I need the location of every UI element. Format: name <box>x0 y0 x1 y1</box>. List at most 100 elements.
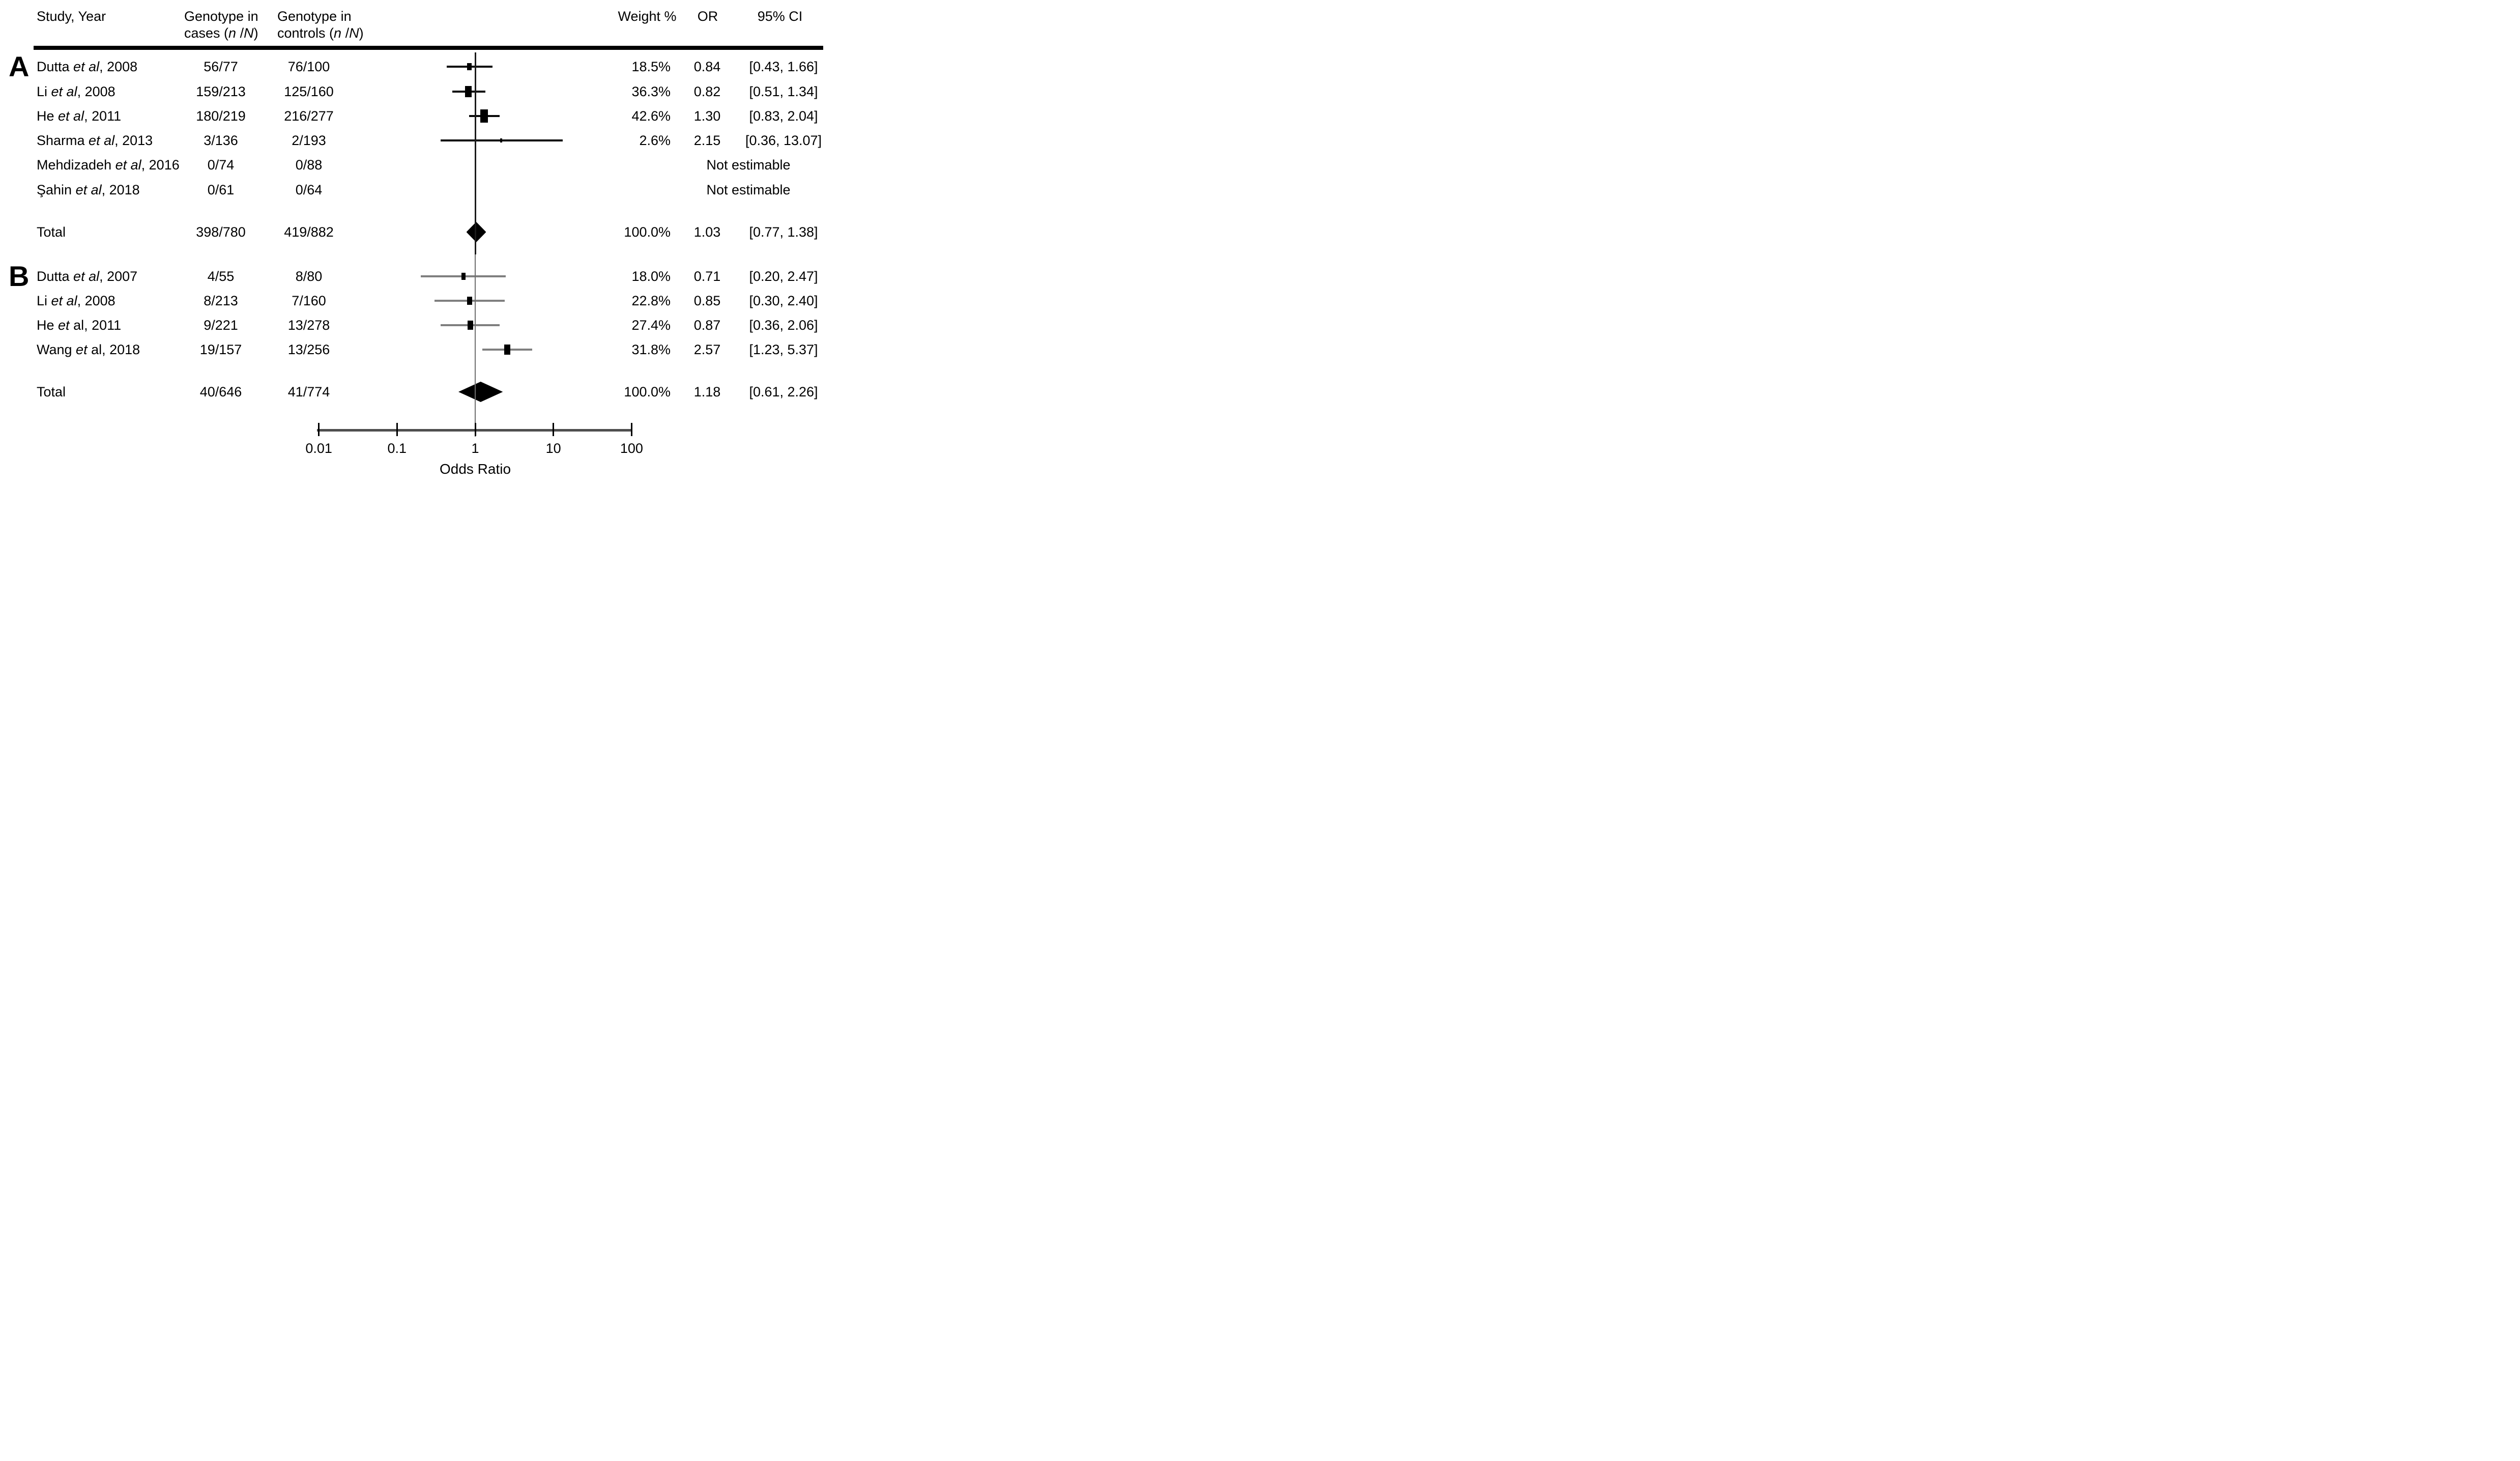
cases-value: 19/157 <box>199 342 242 357</box>
cases-value: 8/213 <box>204 293 238 308</box>
cases-value: 180/219 <box>196 108 246 124</box>
controls-value: 216/277 <box>284 108 334 124</box>
column-header-genotype-controls-line1: Genotype in <box>277 8 364 25</box>
point-estimate-marker <box>480 109 488 123</box>
text-run: et al <box>89 133 115 148</box>
weight-value: 31.8% <box>631 342 671 357</box>
text-run: , 2016 <box>141 157 180 173</box>
cases-value: 159/213 <box>196 84 246 99</box>
cases-value: 0/74 <box>207 157 235 173</box>
weight-value: 18.0% <box>631 269 671 284</box>
text-run: n <box>334 25 342 41</box>
axis-tick <box>553 423 555 436</box>
axis-tick-label: 0.01 <box>305 441 332 456</box>
summary-diamond <box>466 222 486 242</box>
ci-value: [0.20, 2.47] <box>749 269 818 284</box>
column-header-genotype-cases: Genotype in cases (n /N) <box>184 8 258 42</box>
text-run: et al <box>58 108 84 124</box>
controls-value: 76/100 <box>287 59 330 74</box>
column-header-genotype-cases-line1: Genotype in <box>184 8 258 25</box>
ci-value: [0.51, 1.34] <box>749 84 818 99</box>
cases-value: 4/55 <box>207 269 235 284</box>
study-label: He et al, 2011 <box>37 317 121 333</box>
forest-plot-figure: Study, Year Genotype in cases (n /N) Gen… <box>0 0 840 487</box>
controls-value: 7/160 <box>292 293 326 308</box>
axis-tick <box>474 423 476 436</box>
study-label: Dutta et al, 2007 <box>37 268 137 284</box>
axis-tick-label: 100 <box>620 441 643 456</box>
text-run: Dutta <box>37 59 74 74</box>
text-run: et al <box>75 182 102 197</box>
ci-value: [0.61, 2.26] <box>749 384 818 399</box>
text-run: et al <box>73 269 100 284</box>
ci-value: [0.36, 2.06] <box>749 318 818 333</box>
text-run: He <box>37 108 59 124</box>
ci-value: [0.83, 2.04] <box>749 108 818 124</box>
point-estimate-marker <box>504 344 511 355</box>
text-run: Genotype in <box>277 9 352 24</box>
column-header-study: Study, Year <box>37 9 106 24</box>
summary-diamond <box>458 382 503 402</box>
text-run: Sharma <box>37 133 89 148</box>
text-run: ) <box>253 25 258 41</box>
study-label: Wang et al, 2018 <box>37 341 140 358</box>
column-header-genotype-controls-line2: controls (n /N) <box>277 25 364 42</box>
weight-value: 36.3% <box>631 84 671 99</box>
no-effect-line-lower <box>475 254 476 437</box>
weight-value: 2.6% <box>639 133 671 148</box>
total-label: Total <box>37 384 66 399</box>
column-header-genotype-controls: Genotype in controls (n /N) <box>277 8 364 42</box>
text-run: et al <box>51 293 77 308</box>
study-label: Dutta et al, 2008 <box>37 59 137 75</box>
or-value: 2.15 <box>693 133 721 148</box>
axis-tick-label: 1 <box>471 441 479 456</box>
study-label: Şahin et al, 2018 <box>37 182 140 198</box>
controls-value: 13/256 <box>287 342 330 357</box>
study-label: Mehdizadeh et al, 2016 <box>37 157 180 173</box>
axis-tick-label: 10 <box>545 441 561 456</box>
controls-value: 41/774 <box>287 384 330 399</box>
or-value: 0.87 <box>693 318 721 333</box>
controls-value: 0/88 <box>295 157 323 173</box>
text-run: , 2013 <box>114 133 153 148</box>
cases-value: 9/221 <box>204 318 238 333</box>
or-value: 0.82 <box>693 84 721 99</box>
text-run: He <box>37 318 59 333</box>
ci-value: [0.36, 13.07] <box>745 133 822 148</box>
cases-value: 3/136 <box>204 133 238 148</box>
weight-value: 42.6% <box>631 108 671 124</box>
column-header-weight: Weight % <box>618 9 677 24</box>
cases-value: 0/61 <box>207 182 235 197</box>
header-rule <box>34 46 823 50</box>
study-label: Li et al, 2008 <box>37 293 115 309</box>
study-label: He et al, 2011 <box>37 108 121 124</box>
text-run: / <box>236 25 244 41</box>
section-b-label: B <box>9 260 30 292</box>
total-label: Total <box>37 224 66 240</box>
section-a-label: A <box>9 50 30 82</box>
point-estimate-marker <box>467 296 472 305</box>
text-run: , 2008 <box>77 293 115 308</box>
text-run: et al <box>115 157 141 173</box>
text-run: Li <box>37 293 51 308</box>
point-estimate-marker <box>465 85 472 98</box>
axis-title: Odds Ratio <box>439 461 511 477</box>
point-estimate-marker <box>461 272 466 280</box>
note-not-estimable: Not estimable <box>706 182 791 197</box>
text-run: N <box>244 25 254 41</box>
no-effect-line-upper <box>474 52 476 254</box>
text-run: Li <box>37 84 51 99</box>
weight-value: 100.0% <box>624 384 671 399</box>
point-estimate-marker <box>467 63 472 71</box>
or-value: 1.30 <box>693 108 721 124</box>
column-header-or: OR <box>697 9 718 24</box>
text-run: , 2018 <box>101 182 140 197</box>
point-estimate-marker <box>468 320 474 330</box>
ci-value: [0.43, 1.66] <box>749 59 818 74</box>
weight-value: 100.0% <box>624 224 671 240</box>
text-run: Mehdizadeh <box>37 157 115 173</box>
or-value: 1.03 <box>693 224 721 240</box>
weight-value: 22.8% <box>631 293 671 308</box>
controls-value: 8/80 <box>295 269 323 284</box>
cases-value: 398/780 <box>196 224 246 240</box>
